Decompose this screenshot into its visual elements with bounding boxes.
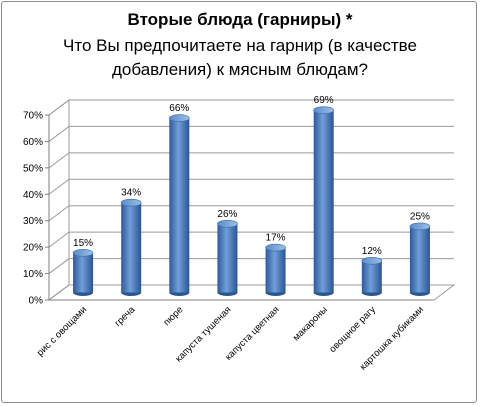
bar-body xyxy=(361,260,382,293)
y-tick-label: 0% xyxy=(29,296,44,307)
bar-body xyxy=(121,202,142,293)
data-label: 15% xyxy=(73,238,93,249)
bar xyxy=(120,198,142,296)
gridline-side xyxy=(48,231,70,248)
bar-body xyxy=(409,226,430,293)
data-label: 69% xyxy=(314,95,334,106)
y-tick-label: 30% xyxy=(23,216,43,227)
data-label: 66% xyxy=(169,103,189,114)
x-tick-label: пюре xyxy=(162,304,186,328)
chart-subtitle: Что Вы предпочитаете на гарнир (в качест… xyxy=(63,36,417,79)
axes xyxy=(45,114,434,301)
bar xyxy=(361,256,383,296)
y-tick-label: 70% xyxy=(23,111,43,122)
bar-top xyxy=(265,243,286,252)
bar-body xyxy=(73,252,94,293)
y-tick-label: 50% xyxy=(23,163,43,174)
bar-top xyxy=(409,222,431,231)
data-label: 25% xyxy=(410,211,430,222)
gridline-side xyxy=(48,152,70,169)
bar xyxy=(409,222,431,296)
gridline-side xyxy=(48,258,70,274)
bars xyxy=(72,106,431,296)
y-tick-label: 10% xyxy=(23,269,43,280)
data-label: 26% xyxy=(217,209,237,220)
data-label: 12% xyxy=(362,246,382,257)
bar xyxy=(72,249,94,296)
y-tick-label: 40% xyxy=(23,190,43,201)
bar-body xyxy=(265,247,286,293)
bar-body xyxy=(217,223,238,293)
floor xyxy=(47,284,456,301)
x-tick-label: овощное рагу xyxy=(327,304,378,355)
bar-top xyxy=(169,114,190,122)
x-tick-label: рис с овощами xyxy=(35,304,89,358)
gridline-side xyxy=(48,284,70,301)
x-tick-label: макароны xyxy=(291,304,330,343)
bar-top xyxy=(72,249,94,257)
bar-top xyxy=(217,219,238,228)
bar xyxy=(313,106,334,296)
gridline-side xyxy=(48,99,70,116)
bar-body xyxy=(313,110,334,293)
y-tick-label: 20% xyxy=(23,243,43,254)
bar-body xyxy=(169,118,190,293)
chart-title: Вторые блюда (гарниры) * xyxy=(127,10,353,29)
gridline-side xyxy=(48,178,70,195)
data-label: 17% xyxy=(266,233,286,244)
y-tick-label: 60% xyxy=(23,137,43,148)
side-wall xyxy=(48,99,70,301)
bar xyxy=(217,219,238,296)
data-label: 34% xyxy=(121,188,141,199)
gridlines xyxy=(47,99,456,301)
bar-top xyxy=(313,106,334,114)
bar xyxy=(169,114,190,296)
gridline-side xyxy=(48,205,70,222)
bar-top xyxy=(120,198,142,207)
bar-top xyxy=(361,256,383,265)
gridline-side xyxy=(48,126,70,142)
bar xyxy=(265,243,286,296)
x-tick-label: греча xyxy=(113,304,138,329)
